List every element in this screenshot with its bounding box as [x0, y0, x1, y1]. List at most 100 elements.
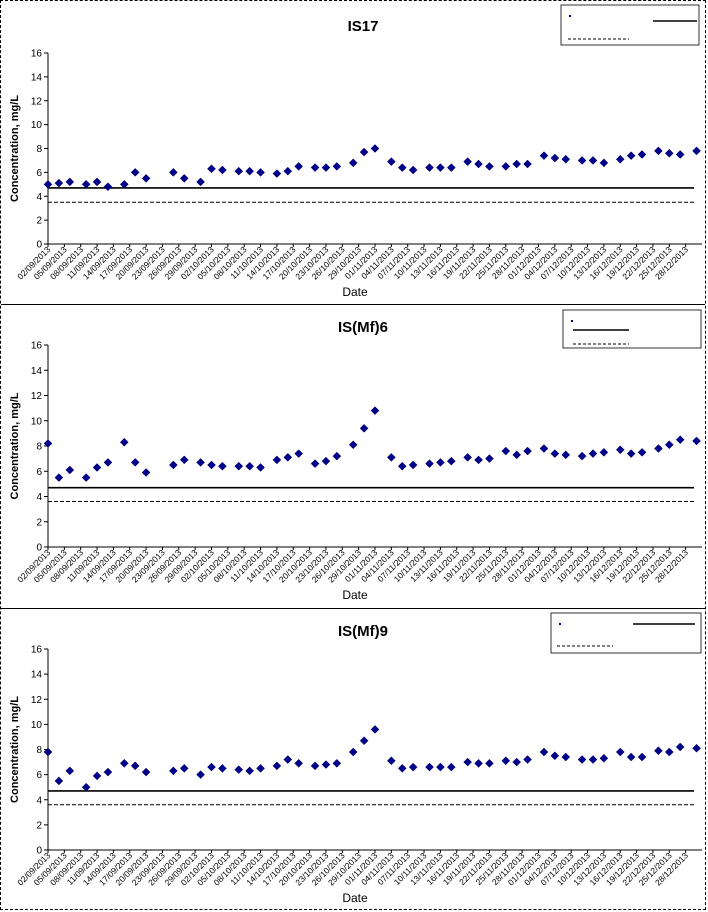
data-point [103, 182, 113, 192]
data-point [218, 763, 227, 773]
data-point [245, 766, 255, 776]
data-point [207, 762, 216, 772]
chart-title: IS(Mf)9 [338, 623, 388, 640]
y-tick-label: 6 [36, 467, 42, 478]
data-point [245, 166, 255, 176]
data-point [539, 444, 549, 453]
data-point [463, 757, 473, 767]
data-point [92, 177, 102, 187]
data-point [179, 173, 189, 183]
data-point [321, 163, 331, 172]
y-tick-label: 16 [31, 49, 43, 60]
y-tick-label: 14 [31, 72, 43, 83]
y-tick-label: 6 [36, 168, 42, 179]
data-point [675, 435, 685, 445]
data-point [523, 446, 532, 456]
data-point [588, 449, 598, 458]
y-tick-label: 6 [36, 770, 42, 781]
y-axis-label: Concentration, mg/L [9, 392, 21, 499]
data-point [119, 437, 129, 447]
y-tick-label: 12 [31, 96, 43, 107]
data-point [256, 763, 265, 773]
data-point [692, 146, 701, 156]
data-point [446, 163, 456, 172]
data-point [310, 761, 320, 771]
data-point [436, 458, 445, 467]
data-point [294, 758, 304, 768]
data-point [103, 458, 113, 467]
y-tick-label: 2 [36, 216, 42, 227]
data-point [561, 450, 571, 460]
data-point [310, 459, 320, 469]
data-point [425, 163, 434, 172]
data-point [474, 159, 483, 169]
data-point [81, 782, 91, 792]
data-point [425, 762, 434, 772]
data-point [588, 156, 598, 165]
chart-title: IS17 [348, 18, 379, 35]
data-point [348, 440, 358, 450]
data-point [588, 755, 598, 764]
data-point [179, 763, 189, 773]
y-tick-label: 0 [36, 240, 42, 251]
data-point [485, 454, 494, 463]
y-tick-label: 14 [31, 366, 43, 377]
data-point [168, 766, 178, 776]
chart-title: IS(Mf)6 [338, 319, 388, 336]
data-point [463, 157, 473, 166]
data-point [626, 752, 636, 762]
data-point [386, 756, 396, 766]
data-point [539, 747, 549, 757]
y-tick-label: 4 [36, 192, 42, 203]
x-axis-label: Date [342, 285, 368, 299]
y-axis-label: Concentration, mg/L [9, 696, 21, 803]
data-point [283, 166, 293, 176]
data-point [283, 453, 293, 462]
data-point [446, 456, 456, 466]
data-point [501, 756, 511, 766]
data-point [436, 762, 445, 772]
data-point [179, 455, 189, 465]
x-axis-label: Date [342, 891, 368, 905]
data-point [294, 449, 304, 458]
data-point [474, 758, 483, 768]
data-point [43, 439, 53, 448]
data-point [654, 746, 663, 756]
data-point [523, 755, 532, 764]
y-tick-label: 12 [31, 391, 43, 402]
data-point [92, 463, 102, 472]
data-point [370, 144, 380, 153]
data-point [359, 736, 369, 746]
y-tick-label: 16 [31, 645, 43, 656]
data-point [196, 770, 205, 779]
data-point [501, 162, 511, 171]
y-tick-label: 16 [31, 341, 43, 352]
data-point [550, 449, 560, 458]
data-point [654, 146, 663, 156]
data-point [130, 761, 140, 771]
data-point [512, 450, 522, 460]
data-point [561, 154, 571, 164]
data-point [485, 162, 494, 171]
y-tick-label: 8 [36, 442, 42, 453]
data-point [370, 725, 380, 734]
data-point [43, 747, 53, 757]
data-point [256, 463, 265, 472]
data-point [130, 168, 140, 177]
data-point [272, 761, 282, 771]
data-point [664, 747, 674, 757]
data-point [103, 767, 113, 777]
data-point [386, 453, 396, 462]
data-point [512, 757, 522, 767]
data-point [234, 461, 244, 471]
data-point [397, 163, 407, 172]
data-point [386, 157, 396, 166]
data-point [370, 406, 380, 416]
data-point [397, 461, 407, 471]
chart-panel-ismf6: IS(Mf)6 0 2 4 6 8 10 12 14 16 Concentration, mg/L 0… [1, 305, 705, 607]
data-point [599, 158, 609, 168]
data-point [615, 445, 625, 455]
y-tick-label: 10 [31, 720, 43, 731]
